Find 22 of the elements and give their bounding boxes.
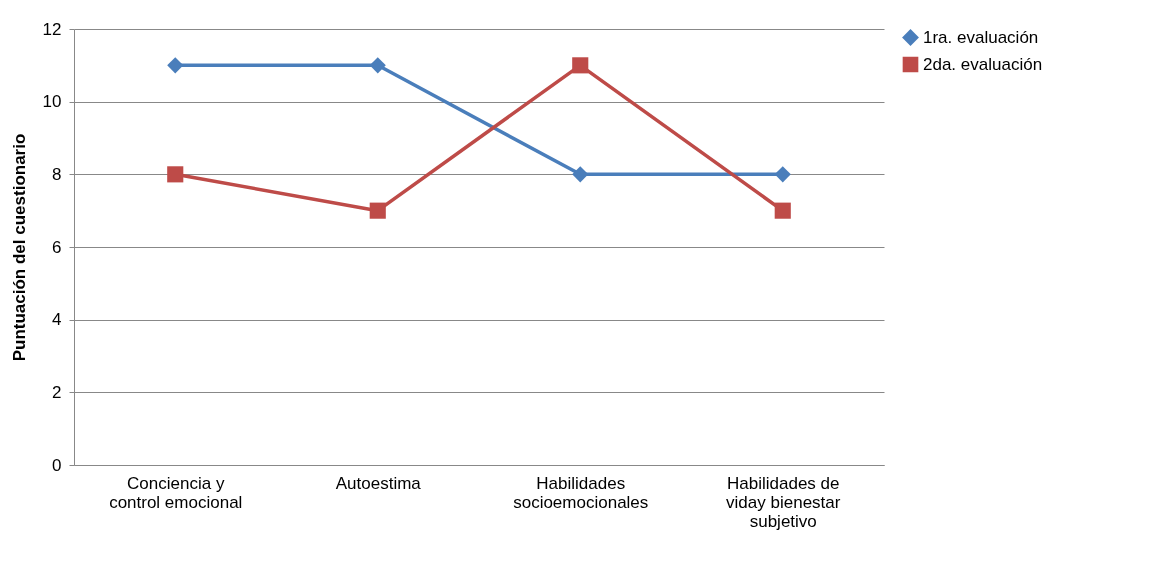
point [572, 57, 589, 74]
point [369, 202, 386, 219]
x-tick-label: Habilidades de viday bienestar subjetivo [726, 473, 841, 531]
legend-label: 1ra. evaluación [923, 27, 1039, 47]
x-tick-label: Conciencia y control emocional [109, 473, 243, 512]
point [774, 166, 791, 183]
y-tick-label: 10 [42, 92, 62, 112]
legend-label: 2da. evaluación [923, 54, 1043, 74]
point [167, 166, 184, 183]
y-tick-label: 2 [52, 382, 62, 402]
y-tick-label: 0 [52, 455, 62, 475]
y-tick-label: 8 [52, 164, 62, 184]
point [167, 57, 184, 74]
point [774, 202, 791, 219]
y-axis-title: Puntuación del cuestionario [9, 133, 29, 362]
point [369, 57, 386, 74]
x-tick-label: Habilidades socioemocionales [513, 473, 649, 512]
y-tick-label: 6 [52, 237, 62, 257]
y-tick-label: 12 [42, 19, 62, 39]
point [572, 166, 589, 183]
y-tick-label: 4 [52, 310, 62, 330]
x-tick-label: Autoestima [335, 473, 422, 493]
